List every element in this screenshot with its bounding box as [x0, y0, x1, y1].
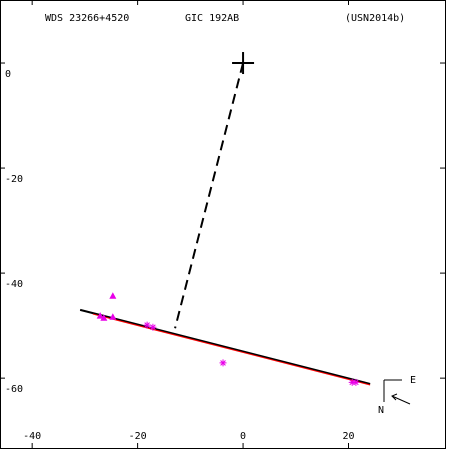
star-point: [143, 321, 151, 329]
reference: (USN2014b): [345, 13, 405, 24]
y-tick-label: -40: [5, 279, 23, 290]
y-tick-label: -60: [5, 384, 23, 395]
x-tick-label: -20: [129, 431, 147, 442]
triangle-point: [109, 292, 117, 299]
compass-label: E: [410, 375, 416, 386]
star-point: [352, 378, 360, 386]
triangle-point: [100, 314, 108, 321]
triangle-point: [96, 312, 104, 319]
primary: [232, 52, 255, 75]
motion-arrow: [391, 395, 411, 405]
triangle-point: [109, 313, 117, 320]
x-tick-label: 0: [240, 431, 246, 442]
x-tick-label: -40: [23, 431, 41, 442]
chart-title: WDS 23266+4520: [45, 13, 129, 24]
node-line: [174, 62, 245, 329]
orbit: [92, 313, 371, 386]
star-point: [348, 378, 356, 386]
compass: E N: [378, 375, 416, 416]
star-point: [219, 359, 227, 367]
x-tick-label: 20: [342, 431, 354, 442]
y-tick-label: 0: [5, 69, 11, 80]
orbit: [79, 308, 371, 385]
star-point: [149, 323, 157, 331]
arrow-head: [391, 393, 398, 401]
chart-subtitle: GIC 192AB: [185, 13, 239, 24]
compass-label: N: [378, 405, 384, 416]
y-tick-label: -20: [5, 174, 23, 185]
